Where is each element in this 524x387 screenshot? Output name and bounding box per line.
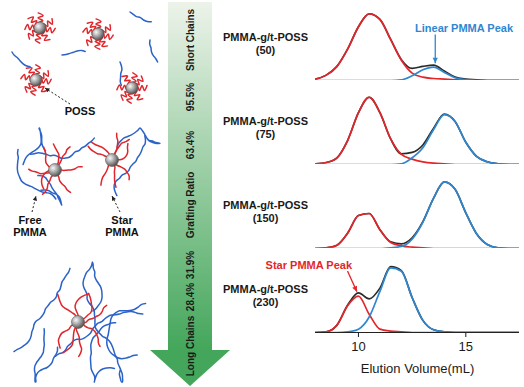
svg-text:63.4%: 63.4% bbox=[185, 131, 196, 159]
svg-text:PMMA-g/t-POSS(150): PMMA-g/t-POSS(150) bbox=[223, 199, 308, 224]
svg-text:Short Chains: Short Chains bbox=[185, 8, 196, 71]
svg-text:PMMA-g/t-POSS(75): PMMA-g/t-POSS(75) bbox=[223, 115, 308, 140]
svg-text:POSS: POSS bbox=[65, 105, 96, 117]
svg-text:28.4%: 28.4% bbox=[185, 283, 196, 311]
svg-text:10: 10 bbox=[351, 339, 365, 354]
svg-text:95.5%: 95.5% bbox=[185, 83, 196, 111]
svg-text:Star PMMA Peak: Star PMMA Peak bbox=[266, 259, 353, 271]
svg-text:PMMA-g/t-POSS(50): PMMA-g/t-POSS(50) bbox=[223, 31, 308, 56]
svg-text:Linear PMMA Peak: Linear PMMA Peak bbox=[415, 22, 514, 34]
svg-text:31.9%: 31.9% bbox=[185, 251, 196, 279]
svg-text:StarPMMA: StarPMMA bbox=[105, 214, 139, 238]
svg-text:FreePMMA: FreePMMA bbox=[13, 214, 47, 238]
svg-text:Grafting Ratio: Grafting Ratio bbox=[185, 172, 196, 239]
svg-text:PMMA-g/t-POSS(230): PMMA-g/t-POSS(230) bbox=[223, 283, 308, 308]
svg-text:15: 15 bbox=[459, 339, 473, 354]
svg-text:Long Chains: Long Chains bbox=[185, 315, 196, 376]
svg-text:Elution Volume(mL): Elution Volume(mL) bbox=[361, 361, 474, 376]
